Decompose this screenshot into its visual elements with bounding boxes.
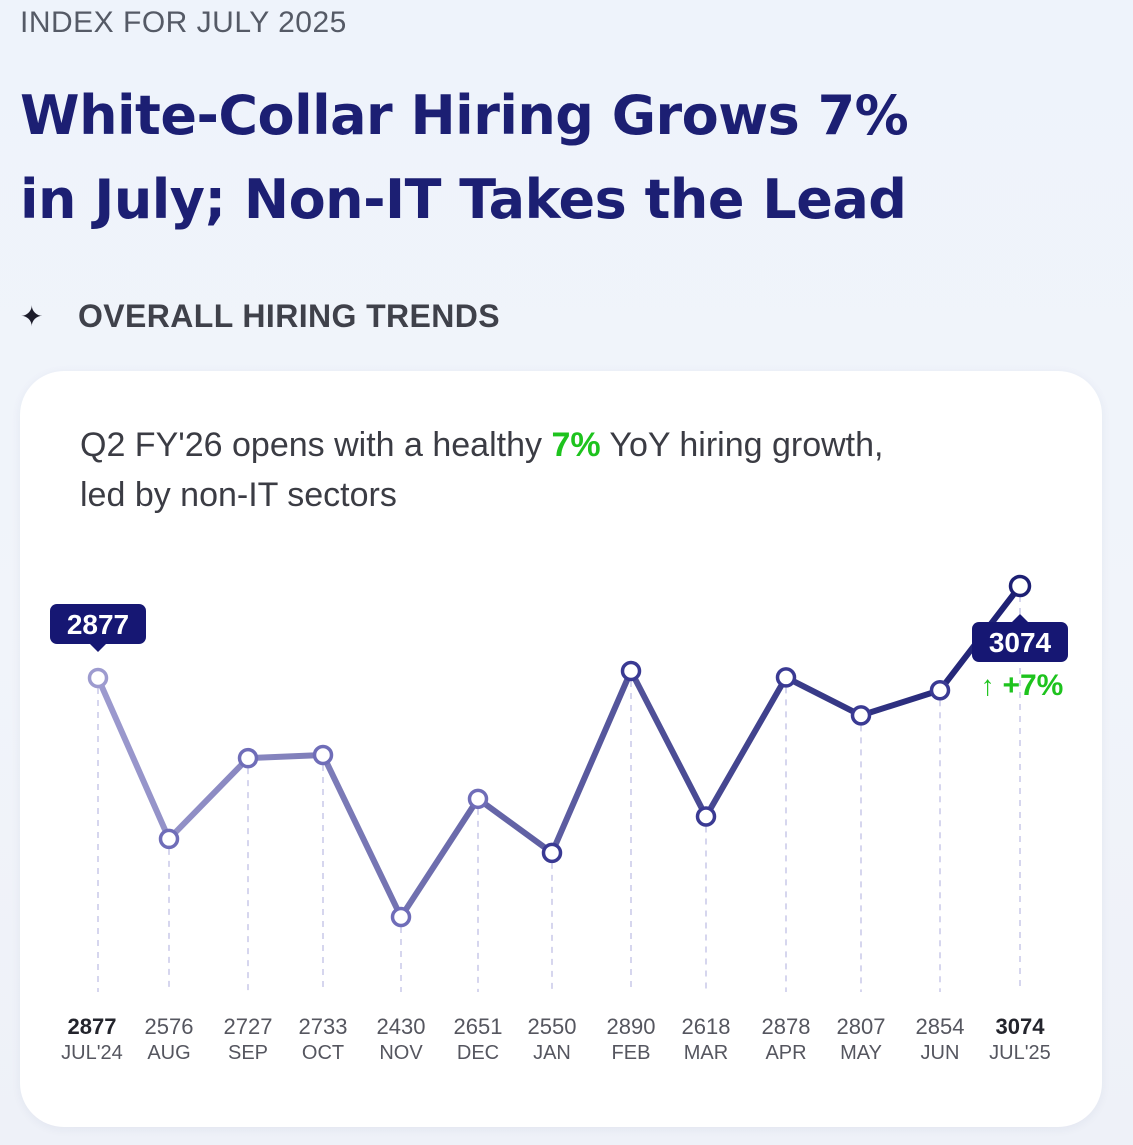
point-layer <box>87 574 1032 928</box>
subtitle-line-2: led by non-IT sectors <box>80 476 397 514</box>
data-point-apr <box>775 667 797 688</box>
page-title-line-2: in July; Non-IT Takes the Lead <box>20 168 907 231</box>
data-point-nov <box>390 906 412 928</box>
tick-value-aug: 2576 <box>145 1014 194 1039</box>
subtitle-growth-highlight: 7% <box>551 426 601 464</box>
tick-value-nov: 2430 <box>377 1014 426 1039</box>
sparkle-icon: ✦ <box>20 300 44 332</box>
tick-value-jan: 2550 <box>528 1014 577 1039</box>
tick-label-feb: FEB <box>612 1042 651 1064</box>
data-point-mar <box>695 806 717 827</box>
tick-label-may: MAY <box>840 1042 882 1064</box>
tick-label-jul24: JUL'24 <box>61 1042 123 1064</box>
data-point-may <box>850 705 872 726</box>
callout-start-value: 2877 <box>67 609 129 640</box>
section-title: OVERALL HIRING TRENDS <box>78 297 501 334</box>
data-point-jun <box>929 680 951 701</box>
callout-start-bubble <box>50 604 146 644</box>
chart-card <box>20 371 1102 1127</box>
page-title-line-1: White-Collar Hiring Grows 7% <box>20 84 909 147</box>
axis-label-layer: 2877 JUL'24 2576 AUG 2727 SEP 2733 OCT 2430 NOV 26… <box>61 1014 1051 1064</box>
data-point-feb <box>620 660 642 682</box>
callout-layer: 2877 3074 ↑ +7% <box>50 604 1068 702</box>
tick-label-nov: NOV <box>379 1042 423 1064</box>
callout-end-pointer <box>1012 614 1028 622</box>
growth-arrow-icon: ↑ <box>981 670 1003 701</box>
data-point-jul25 <box>1008 574 1032 598</box>
tick-label-jan: JAN <box>533 1042 571 1064</box>
tick-label-aug: AUG <box>147 1042 190 1064</box>
subtitle-text-end: YoY hiring growth, <box>600 426 884 464</box>
tick-label-mar: MAR <box>684 1042 728 1064</box>
tick-value-mar: 2618 <box>682 1014 731 1039</box>
tick-value-sep: 2727 <box>224 1014 273 1039</box>
data-point-aug <box>158 828 180 850</box>
grid-layer <box>97 596 1021 992</box>
tick-value-dec: 2651 <box>454 1014 503 1039</box>
tick-value-jul25: 3074 <box>996 1014 1046 1039</box>
tick-value-may: 2807 <box>837 1014 886 1039</box>
tick-value-oct: 2733 <box>299 1014 348 1039</box>
growth-percent: +7% <box>1002 669 1063 702</box>
series-line <box>95 583 1023 920</box>
data-point-oct <box>312 744 334 766</box>
tick-label-oct: OCT <box>302 1042 344 1064</box>
chart-subtitle: Q2 FY'26 opens with a healthy 7% YoY hir… <box>80 420 1040 520</box>
callout-end-bubble <box>972 622 1068 662</box>
subtitle-text-start: Q2 FY'26 opens with a healthy <box>80 426 552 464</box>
tick-label-jun: JUN <box>921 1042 960 1064</box>
data-point-dec <box>467 788 489 810</box>
tick-value-jun: 2854 <box>916 1014 965 1039</box>
data-point-jan <box>541 842 563 864</box>
tick-label-apr: APR <box>765 1042 806 1064</box>
growth-label: ↑ +7% <box>981 669 1064 702</box>
tick-value-jul24: 2877 <box>68 1014 117 1039</box>
callout-end-value: 3074 <box>989 627 1052 658</box>
tick-label-sep: SEP <box>228 1042 268 1064</box>
data-point-jul24 <box>87 667 109 689</box>
index-kicker: INDEX FOR JULY 2025 <box>20 6 347 39</box>
callout-start-pointer <box>90 644 106 652</box>
page-title: White-Collar Hiring Grows 7% in July; No… <box>20 74 1080 242</box>
tick-value-apr: 2878 <box>762 1014 811 1039</box>
line-layer <box>95 583 1023 920</box>
data-point-sep <box>237 747 259 769</box>
section-header: ✦ OVERALL HIRING TRENDS <box>20 296 500 336</box>
tick-label-jul25: JUL'25 <box>989 1042 1051 1064</box>
tick-label-dec: DEC <box>457 1042 499 1064</box>
tick-value-feb: 2890 <box>607 1014 656 1039</box>
